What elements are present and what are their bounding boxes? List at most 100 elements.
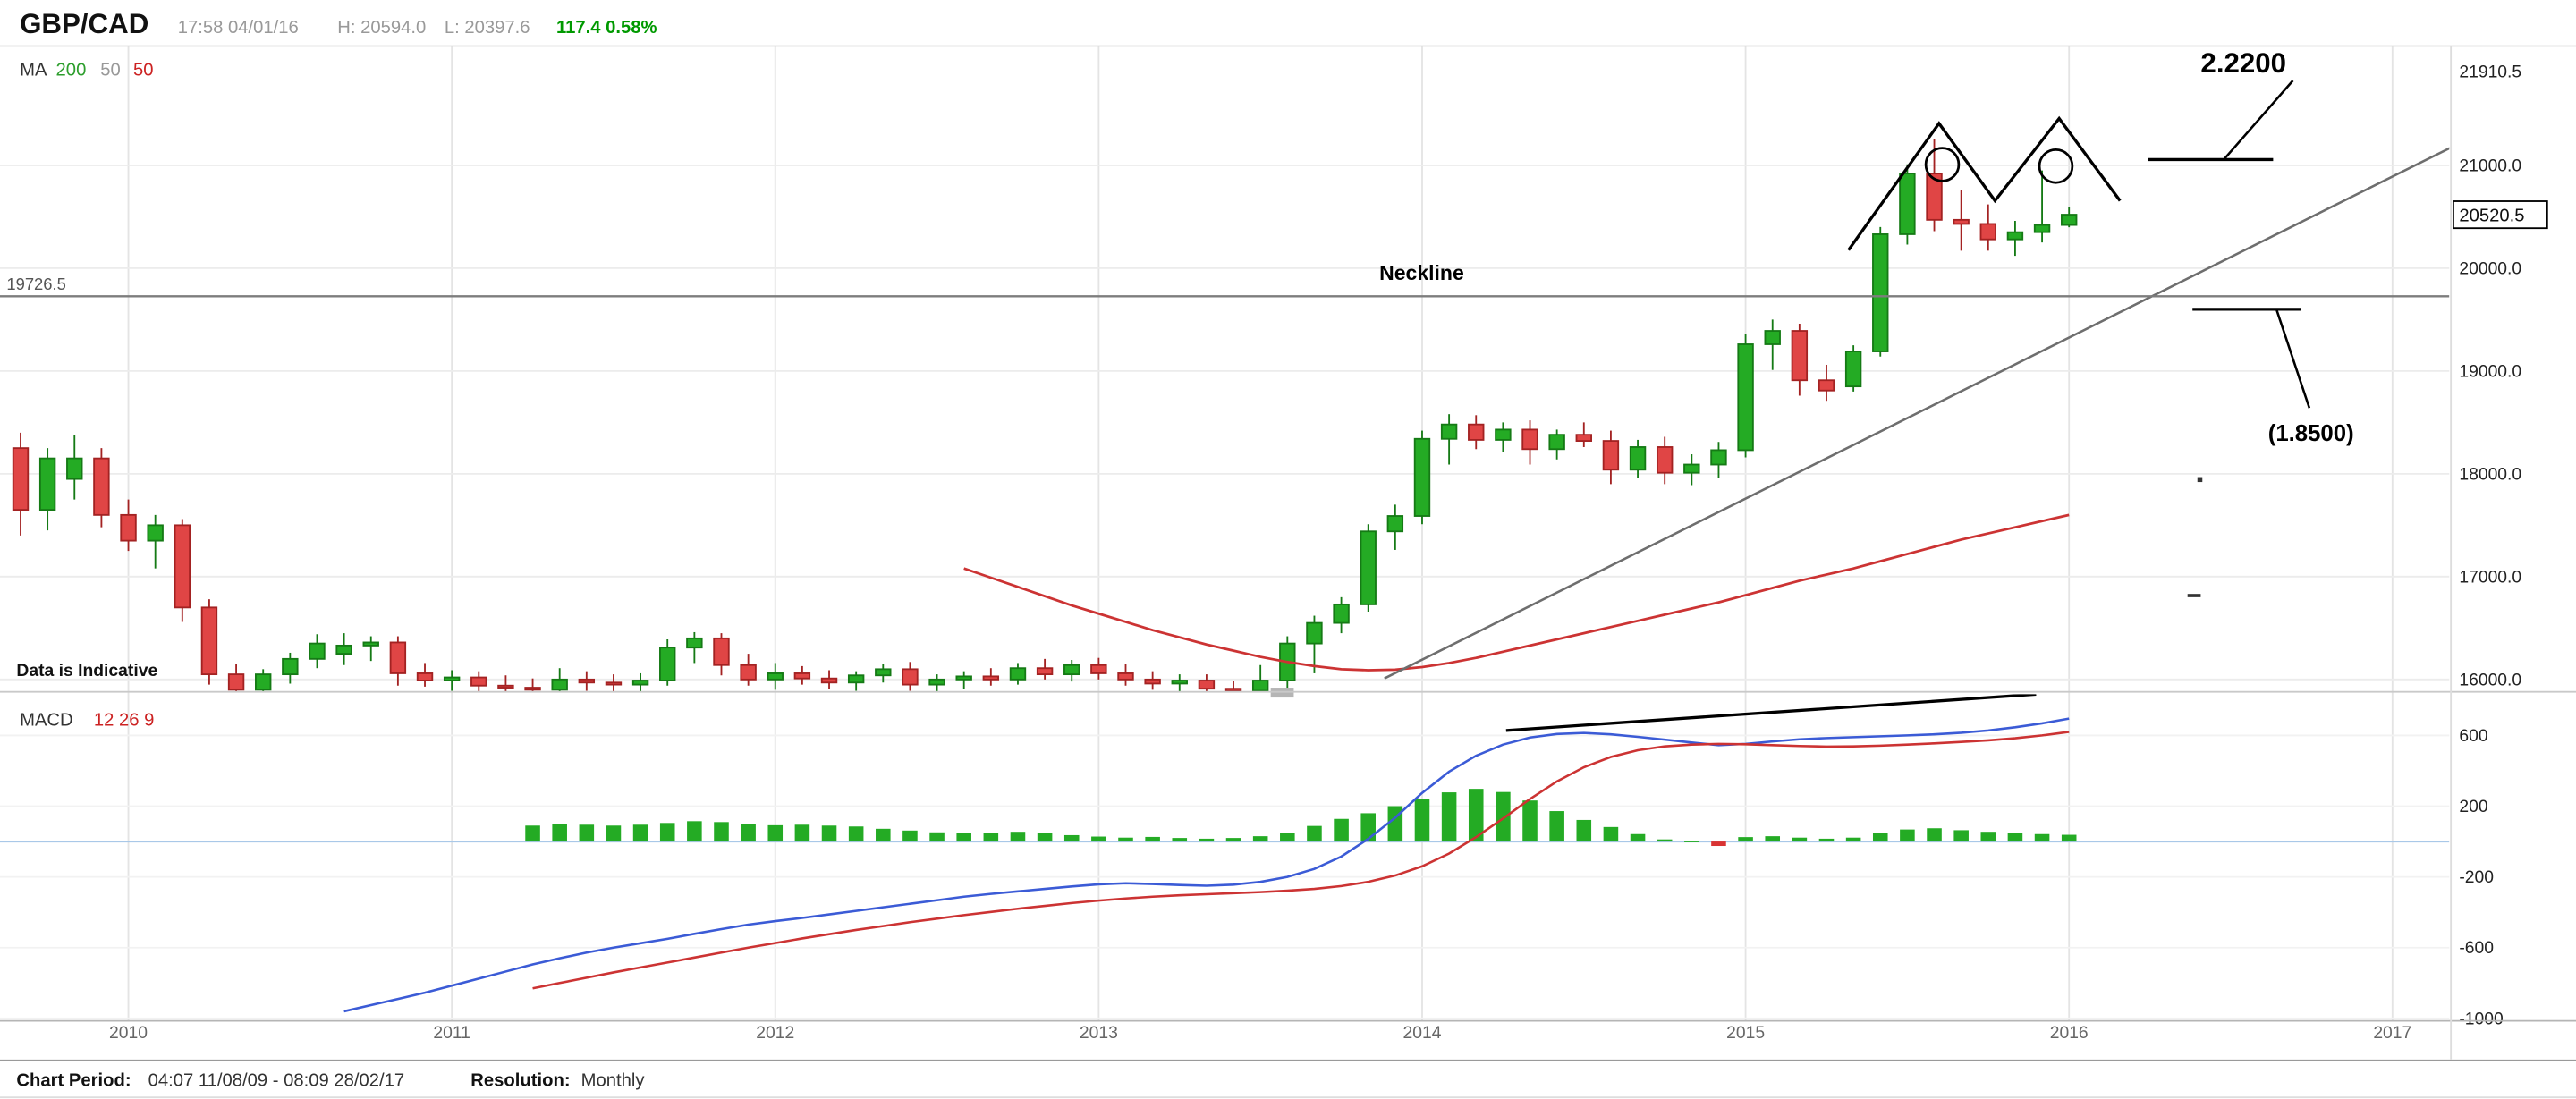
candle-body	[1495, 428, 1512, 441]
macd-histogram-bar	[1953, 830, 1969, 842]
double-top-circle[interactable]	[2038, 148, 2074, 184]
macd-histogram-bar	[1037, 833, 1053, 842]
macd-histogram-bar	[2034, 833, 2050, 842]
upper-target-label[interactable]: 2.2200	[2200, 47, 2286, 79]
macd-histogram-bar	[1522, 800, 1538, 842]
upper-target-pointer-line[interactable]	[2223, 80, 2294, 161]
candle-body	[2006, 231, 2024, 241]
resolution-value: Monthly	[581, 1070, 646, 1090]
resolution-label: Resolution:	[470, 1070, 570, 1090]
macd-histogram-bar	[1414, 799, 1430, 842]
lower-target-label[interactable]: (1.8500)	[2268, 421, 2354, 446]
candle-body	[1386, 515, 1404, 533]
candle-body	[1117, 672, 1134, 681]
candle-body	[1306, 621, 1323, 645]
candle-body	[227, 673, 245, 691]
macd-chart-area[interactable]	[0, 694, 2449, 1019]
candle-body	[875, 668, 892, 677]
macd-histogram-bar	[1845, 837, 1861, 842]
macd-legend-label: MACD	[20, 710, 73, 730]
candle-body	[1144, 678, 1161, 685]
ma-legend[interactable]: MA 200 50 50	[20, 61, 153, 80]
macd-histogram-bar	[1792, 837, 1808, 842]
candle-body	[631, 680, 649, 686]
macd-axis-label: -200	[2459, 868, 2494, 887]
neckline-label[interactable]: Neckline	[1379, 261, 1464, 284]
candle-body	[982, 675, 1000, 681]
ma-200-param: 200	[56, 61, 87, 80]
macd-histogram-bar	[525, 825, 540, 842]
x-axis-year-label: 2017	[2373, 1024, 2411, 1043]
macd-histogram-bar	[606, 825, 622, 842]
candle-body	[767, 672, 784, 681]
candle-body	[1413, 437, 1431, 517]
macd-histogram-bar	[956, 833, 971, 842]
candle-body	[1251, 680, 1269, 692]
macd-histogram-bar	[1576, 819, 1592, 842]
x-axis-year-label: 2016	[2050, 1024, 2089, 1043]
candle-body	[551, 678, 568, 691]
candle-body	[1791, 330, 1809, 382]
double-top-pattern[interactable]	[1847, 115, 2122, 251]
macd-histogram-bar	[1225, 838, 1241, 842]
candlestick-layer	[12, 139, 2078, 692]
price-chart-area[interactable]	[0, 46, 2449, 691]
candle-body	[605, 681, 623, 686]
candle-body	[174, 524, 191, 609]
double-top-circle[interactable]	[1924, 147, 1961, 182]
price-axis-scale[interactable]	[2451, 46, 2576, 1060]
macd-histogram-bar	[1549, 811, 1564, 842]
candle-body	[497, 684, 514, 689]
data-indicative-note: Data is Indicative	[16, 662, 157, 681]
macd-histogram-bar	[848, 826, 864, 842]
candle-body	[902, 668, 919, 686]
macd-histogram-bar	[552, 824, 567, 842]
candle-body	[1575, 434, 1592, 442]
macd-histogram-bar	[1063, 834, 1080, 842]
stray-mark	[2197, 477, 2203, 483]
ma-50-param-a: 50	[100, 61, 121, 80]
chart-period-value: 04:07 11/08/09 - 08:09 28/02/17	[148, 1070, 405, 1090]
macd-histogram-bar	[1468, 789, 1484, 842]
candle-body	[1440, 423, 1458, 440]
candle-body	[1009, 667, 1027, 681]
candle-body	[1629, 446, 1647, 471]
candle-body	[713, 637, 730, 666]
macd-histogram-bar	[876, 828, 891, 842]
macd-axis-label: -1000	[2459, 1010, 2503, 1028]
ma-50-line	[963, 513, 2070, 672]
macd-layer	[0, 694, 2450, 1013]
macd-trendline[interactable]	[1505, 694, 2037, 732]
session-high: H: 20594.0	[337, 18, 426, 38]
candle-body	[200, 606, 218, 676]
macd-histogram-bar	[767, 824, 784, 842]
macd-histogram-bar	[1711, 841, 1726, 847]
candle-body	[1899, 173, 1916, 235]
x-axis-year-label: 2013	[1080, 1024, 1118, 1043]
macd-legend[interactable]: MACD 12 26 9	[20, 710, 154, 730]
time-axis-scale[interactable]	[0, 1022, 2449, 1060]
quote-timestamp: 17:58 04/01/16	[178, 18, 299, 38]
macd-axis-label: 200	[2459, 798, 2487, 816]
candle-body	[1063, 664, 1080, 676]
macd-histogram-bar	[1280, 833, 1295, 842]
x-axis-year-label: 2012	[756, 1024, 794, 1043]
candle-body	[1979, 223, 1996, 241]
macd-axis-label: -600	[2459, 939, 2494, 958]
macd-histogram-bar	[1118, 837, 1133, 842]
candle-body	[1737, 343, 1754, 452]
candle-body	[2033, 224, 2051, 233]
macd-histogram-bar	[741, 824, 756, 842]
candle-body	[12, 447, 30, 511]
candle-body	[2061, 214, 2078, 226]
candle-body	[1602, 440, 1620, 471]
macd-histogram-bar	[659, 823, 675, 842]
candle-body	[1360, 530, 1377, 605]
uptrend-line[interactable]	[1384, 141, 2462, 680]
macd-histogram-bar	[1010, 832, 1026, 842]
candle-body	[93, 457, 110, 516]
footer: Chart Period: 04:07 11/08/09 - 08:09 28/…	[16, 1070, 645, 1090]
lower-target-pointer-line[interactable]	[2275, 309, 2311, 409]
macd-histogram-bar	[983, 833, 999, 842]
